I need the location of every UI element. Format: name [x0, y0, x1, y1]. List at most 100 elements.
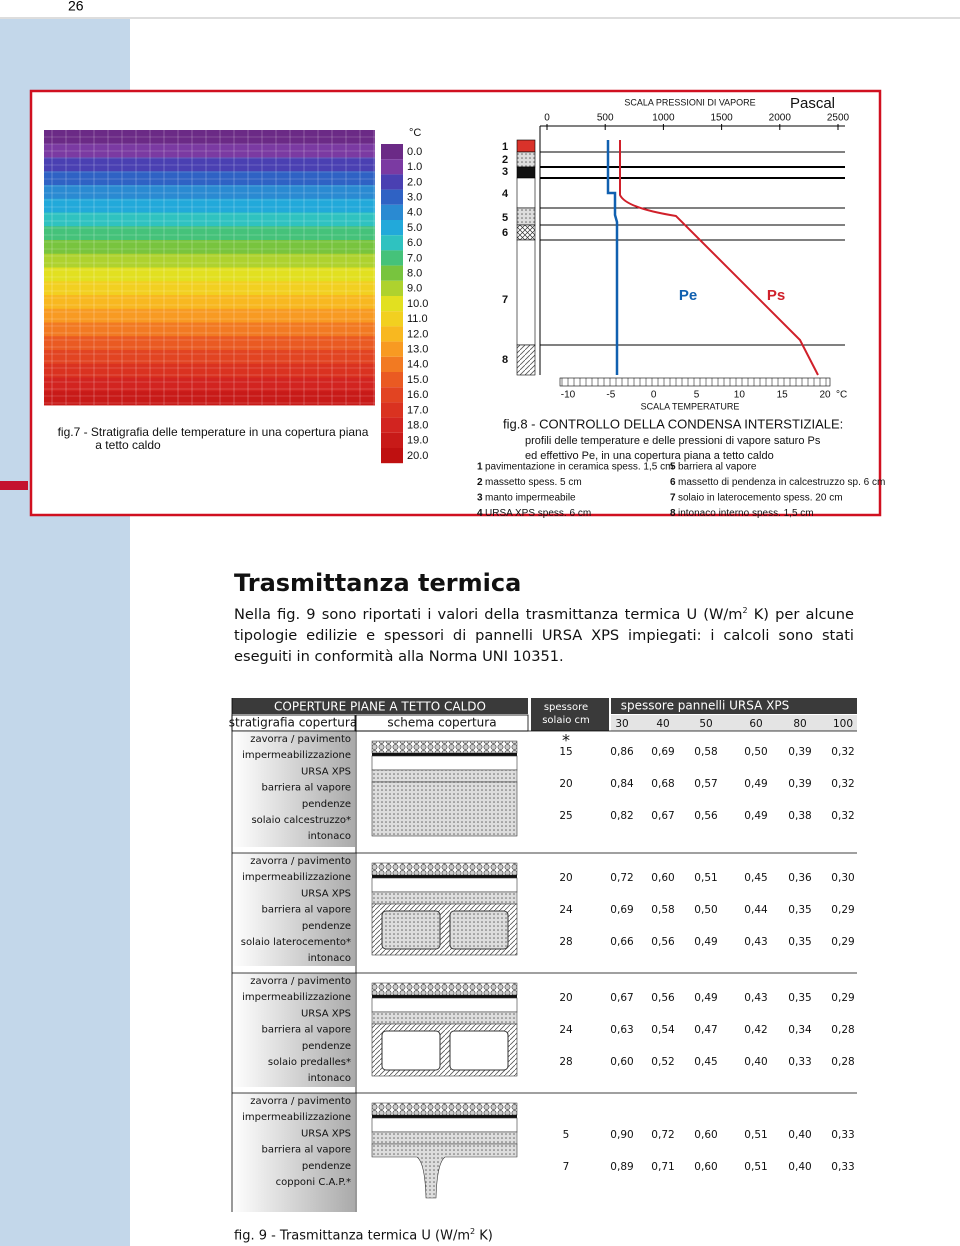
fig8-subtitle: profili delle temperature e delle pressi… — [525, 435, 821, 447]
u-value: 0,63 — [610, 1024, 633, 1036]
layer-name: barriera al vapore — [261, 1025, 351, 1036]
fig7-caption: fig.7 - Stratigrafia delle temperature i… — [58, 425, 369, 439]
u-value: 0,40 — [788, 1161, 811, 1173]
tick-label: 20 — [819, 390, 831, 401]
layer — [516, 139, 536, 153]
scale-swatch — [381, 280, 403, 296]
schema-gravel — [371, 1102, 518, 1116]
u-value: 0,60 — [651, 872, 674, 884]
u-value: 0,60 — [694, 1161, 717, 1173]
layer-number: 8 — [502, 354, 508, 366]
layer-name: solaio calcestruzzo* — [251, 815, 351, 826]
thermal-band — [44, 336, 375, 351]
legend-text: manto impermeabile — [485, 493, 576, 504]
figure-caption: fig. 9 - Trasmittanza termica U (W/m2 K) — [234, 1227, 493, 1243]
solaio-value: 15 — [559, 746, 572, 758]
scale-label: 6.0 — [407, 237, 422, 249]
u-value: 0,49 — [694, 992, 717, 1004]
u-value: 0,36 — [788, 872, 812, 884]
layer-name: impermeabilizzazione — [242, 1112, 351, 1123]
layer-number: 3 — [502, 166, 508, 178]
scale-swatch — [381, 372, 403, 388]
thermal-band — [44, 212, 375, 227]
solaio-value: 28 — [559, 1056, 572, 1068]
scale-label: 11.0 — [407, 313, 428, 325]
solaio-value: 28 — [559, 936, 572, 948]
legend-num: 7 — [670, 493, 676, 504]
legend-text: massetto spess. 5 cm — [485, 477, 582, 488]
thermal-band — [44, 226, 375, 241]
thermal-band — [44, 377, 375, 392]
layer-name: URSA XPS — [301, 888, 351, 899]
scale-label: 2.0 — [407, 176, 422, 188]
scale-swatch — [381, 311, 403, 327]
header-bar — [611, 698, 857, 714]
solaio-value: 24 — [559, 904, 573, 916]
paragraph-text: K) per alcune tipologie edilizie e spess… — [234, 605, 855, 665]
section-title: Trasmittanza termica — [234, 569, 521, 597]
column-header: 100 — [833, 718, 853, 730]
scale-label: 19.0 — [407, 435, 428, 447]
scale-label: 18.0 — [407, 420, 428, 432]
scale-swatch — [381, 341, 403, 357]
u-value: 0,39 — [788, 778, 811, 790]
layer-name: pendenze — [302, 1161, 351, 1172]
thermal-band — [44, 185, 375, 200]
layer-number: 7 — [502, 294, 508, 306]
layer-cell — [232, 1093, 355, 1212]
layer — [516, 151, 536, 168]
u-value: 0,49 — [744, 810, 767, 822]
schema-block — [449, 910, 509, 950]
scale-label: 3.0 — [407, 192, 422, 204]
u-value: 0,82 — [610, 810, 633, 822]
layer-name: copponi C.A.P.* — [276, 1177, 351, 1188]
schema-block — [381, 910, 441, 950]
u-value: 0,67 — [651, 810, 674, 822]
tick-label: 0 — [544, 113, 550, 124]
paragraph: Nella fig. 9 sono riportati i valori del… — [234, 600, 854, 667]
thermal-band — [44, 391, 375, 406]
scale-label: 0.0 — [407, 146, 422, 158]
scale-swatch — [381, 250, 403, 266]
layer-name: intonaco — [308, 831, 351, 842]
curve-label: Ps — [767, 287, 785, 304]
u-value: 0,72 — [610, 872, 633, 884]
u-value: 0,39 — [788, 746, 811, 758]
scale-label: 4.0 — [407, 207, 422, 219]
u-value: 0,28 — [831, 1056, 854, 1068]
scale-label: 20.0 — [407, 450, 428, 462]
thermal-band — [44, 157, 375, 172]
scale-label: 5.0 — [407, 222, 422, 234]
thermal-band — [44, 198, 375, 213]
caption-text: fig. 9 - Trasmittanza termica U (W/m — [234, 1228, 470, 1244]
u-value: 0,71 — [651, 1161, 674, 1173]
layer-name: zavorra / pavimento — [250, 856, 351, 867]
layer — [516, 207, 536, 226]
scale-swatch — [381, 220, 403, 236]
u-value: 0,51 — [744, 1129, 767, 1141]
u-value: 0,33 — [788, 1056, 811, 1068]
u-value: 0,56 — [651, 936, 675, 948]
schema-block — [381, 1030, 441, 1071]
legend-num: 6 — [670, 477, 676, 488]
schema-xps — [371, 997, 518, 1013]
thermal-band — [44, 295, 375, 310]
column-header: spessore — [544, 702, 588, 713]
u-value: 0,35 — [788, 992, 811, 1004]
u-value: 0,86 — [610, 746, 634, 758]
layer-name: impermeabilizzazione — [242, 992, 351, 1003]
solaio-value: 7 — [563, 1161, 570, 1173]
layer-name: intonaco — [308, 953, 351, 964]
thermal-band — [44, 143, 375, 158]
legend-num: 2 — [477, 477, 483, 488]
u-value: 0,52 — [651, 1056, 674, 1068]
schema-block — [449, 1030, 509, 1071]
u-value: 0,43 — [744, 992, 767, 1004]
solaio-value: 20 — [559, 872, 572, 884]
tick-label: 15 — [777, 390, 789, 401]
legend-num: 4 — [477, 508, 483, 519]
legend-num: 5 — [670, 462, 676, 473]
layer-name: pendenze — [302, 1041, 351, 1052]
schema-membrane — [372, 753, 517, 756]
